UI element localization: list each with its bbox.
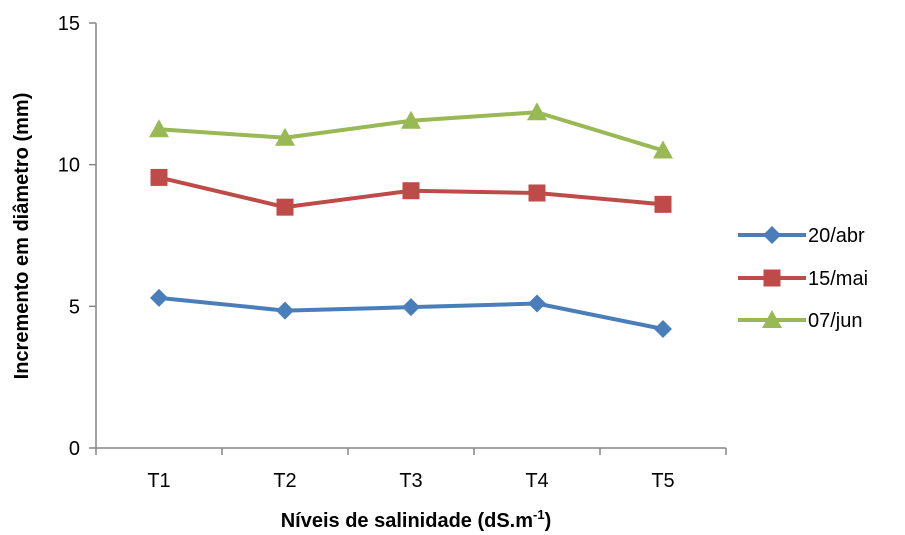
y-tick-label: 5 — [69, 296, 80, 318]
y-axis-title: Incremento em diâmetro (mm) — [11, 93, 33, 380]
series-1 — [150, 288, 672, 338]
axes — [95, 23, 726, 449]
x-axis-title: Níveis de salinidade (dS.m-1) — [281, 507, 552, 532]
data-point — [276, 198, 294, 216]
data-point — [401, 110, 421, 129]
x-tick-label: T4 — [525, 470, 548, 492]
x-tick-label: T1 — [147, 470, 170, 492]
x-tick-label: T3 — [399, 470, 422, 492]
x-axis-title-superscript: -1 — [533, 507, 545, 522]
data-point — [149, 119, 169, 138]
x-ticks: T1 T2 T3 T4 T5 — [95, 448, 727, 492]
legend-marker — [762, 310, 782, 328]
data-point — [527, 102, 547, 121]
legend-marker — [763, 269, 781, 287]
legend-item: 07/jun — [738, 310, 863, 332]
x-axis-title-main: Níveis de salinidade (dS.m — [281, 510, 533, 532]
data-point — [402, 182, 420, 200]
legend-item: 15/mai — [738, 268, 868, 290]
x-axis-title-end: ) — [545, 510, 552, 532]
legend-label: 15/mai — [808, 268, 868, 290]
data-point — [528, 184, 546, 202]
data-point — [150, 168, 168, 186]
series-2 — [150, 168, 672, 216]
data-point — [150, 288, 168, 307]
legend-label: 07/jun — [808, 310, 863, 332]
series-layer — [149, 102, 673, 338]
data-point — [654, 195, 672, 213]
y-tick-label: 15 — [58, 13, 80, 35]
legend-item: 20/abr — [738, 225, 865, 247]
series-3 — [149, 102, 673, 159]
data-point — [653, 140, 673, 159]
data-point — [276, 301, 294, 320]
data-point — [528, 294, 546, 313]
legend: 20/abr 15/mai 07/jun — [738, 225, 868, 332]
x-tick-label: T5 — [651, 470, 674, 492]
y-ticks: 0 5 10 15 — [58, 13, 96, 460]
data-point — [275, 127, 295, 146]
x-tick-label: T2 — [273, 470, 296, 492]
data-point — [402, 298, 420, 317]
y-tick-label: 10 — [58, 155, 80, 177]
legend-label: 20/abr — [808, 225, 865, 247]
data-point — [654, 320, 672, 338]
y-tick-label: 0 — [69, 438, 80, 460]
legend-marker — [763, 226, 781, 244]
